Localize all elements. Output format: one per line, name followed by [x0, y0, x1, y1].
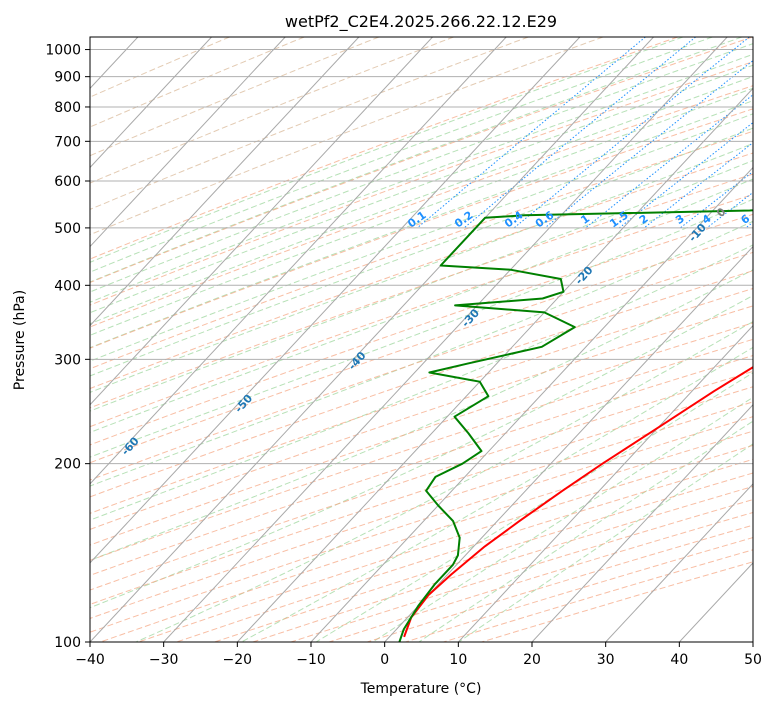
dry-adiabat	[90, 193, 753, 428]
moist-adiabat	[90, 75, 753, 325]
dry-adiabat	[90, 61, 753, 306]
dry-adiabat	[90, 338, 753, 561]
y-tick-label: 500	[54, 221, 81, 237]
isotherm-line	[90, 37, 360, 327]
dry-adiabat	[90, 37, 529, 210]
moist-adiabat	[90, 143, 753, 393]
moist-adiabat	[90, 113, 753, 362]
y-tick-label: 700	[54, 134, 81, 150]
moist-adiabat	[90, 37, 743, 283]
y-tick-label: 400	[54, 278, 81, 294]
isotherm-line	[605, 483, 753, 642]
mixing-ratio-line	[585, 94, 753, 229]
plot-frame	[89, 36, 754, 643]
x-tick-label: 40	[670, 652, 688, 668]
temperature-profile	[403, 366, 753, 638]
x-tick-label: 20	[523, 652, 541, 668]
dry-adiabat	[90, 37, 380, 157]
moist-adiabat	[90, 220, 753, 487]
y-tick-label: 1000	[45, 43, 81, 59]
dry-adiabat	[90, 173, 753, 409]
isotherm-line	[310, 166, 753, 642]
isotherm-line	[90, 37, 654, 642]
dry-adiabat	[90, 85, 753, 328]
dry-adiabat	[90, 213, 753, 446]
isotherm-line	[457, 324, 753, 642]
y-axis-label: Pressure (hPa)	[12, 290, 28, 390]
moist-adiabat	[90, 198, 753, 458]
chart-title: wetPf2_C2E4.2025.266.22.12.E29	[285, 12, 557, 32]
isotherm-line	[90, 37, 507, 485]
dry-adiabat	[90, 37, 604, 236]
isotherm-line	[236, 87, 753, 642]
dry-adiabat	[90, 270, 753, 498]
y-tick-label: 900	[54, 70, 81, 86]
moist-adiabat	[90, 100, 753, 349]
mixing-ratio-line	[679, 171, 753, 229]
x-tick-label: −40	[75, 652, 105, 668]
moist-adiabat	[90, 178, 753, 434]
profile-curves	[398, 209, 753, 642]
moist-adiabat	[241, 346, 753, 642]
moist-adiabat	[90, 37, 684, 263]
y-tick-label: 200	[54, 457, 81, 473]
isotherm-line	[752, 641, 753, 642]
moist-adiabat	[90, 43, 753, 293]
isotherm-line	[90, 37, 433, 406]
moist-adiabat	[90, 269, 753, 561]
isotherm-line	[90, 37, 581, 564]
moist-adiabat	[90, 53, 753, 303]
plot-area	[90, 37, 753, 642]
isotherm-line	[90, 37, 212, 169]
moist-adiabat	[90, 159, 753, 412]
dry-adiabat	[90, 251, 753, 481]
y-tick-label: 300	[54, 352, 81, 368]
isotherm-line	[90, 37, 286, 248]
dry-adiabat	[90, 37, 305, 128]
moist-adiabat	[90, 294, 753, 609]
isotherm-line	[0, 37, 64, 642]
axes: −40 −30 −20 −10 0 10 20 30 40 50 100 200 300 400 500 60…	[45, 43, 762, 668]
x-tick-label: 0	[380, 652, 389, 668]
x-tick-label: 10	[449, 652, 467, 668]
dry-adiabat	[90, 386, 753, 605]
x-tick-label: 50	[744, 652, 762, 668]
y-tick-label: 800	[54, 100, 81, 116]
y-tick-label: 600	[54, 174, 81, 190]
background-lines	[0, 37, 753, 642]
dry-adiabat	[90, 152, 753, 390]
x-tick-label: 30	[597, 652, 615, 668]
mixing-ratio-line	[544, 59, 753, 229]
isotherm-line	[531, 404, 753, 642]
dry-adiabat	[90, 354, 753, 576]
x-tick-label: −20	[223, 652, 253, 668]
dry-adiabat	[90, 37, 753, 284]
x-axis-label: Temperature (°C)	[360, 681, 482, 697]
x-tick-label: −10	[296, 652, 326, 668]
isotherm-line	[384, 245, 753, 642]
x-tick-label: −30	[149, 652, 179, 668]
dewpoint-profile	[398, 209, 753, 642]
moist-adiabat	[90, 244, 753, 521]
isotherm-line	[163, 37, 728, 642]
dry-adiabat	[90, 305, 753, 530]
mixing-ratio-label: 8	[767, 212, 775, 227]
y-tick-label: 100	[54, 635, 81, 651]
moist-adiabat	[90, 64, 753, 314]
isotherm-label: -70	[5, 477, 28, 501]
